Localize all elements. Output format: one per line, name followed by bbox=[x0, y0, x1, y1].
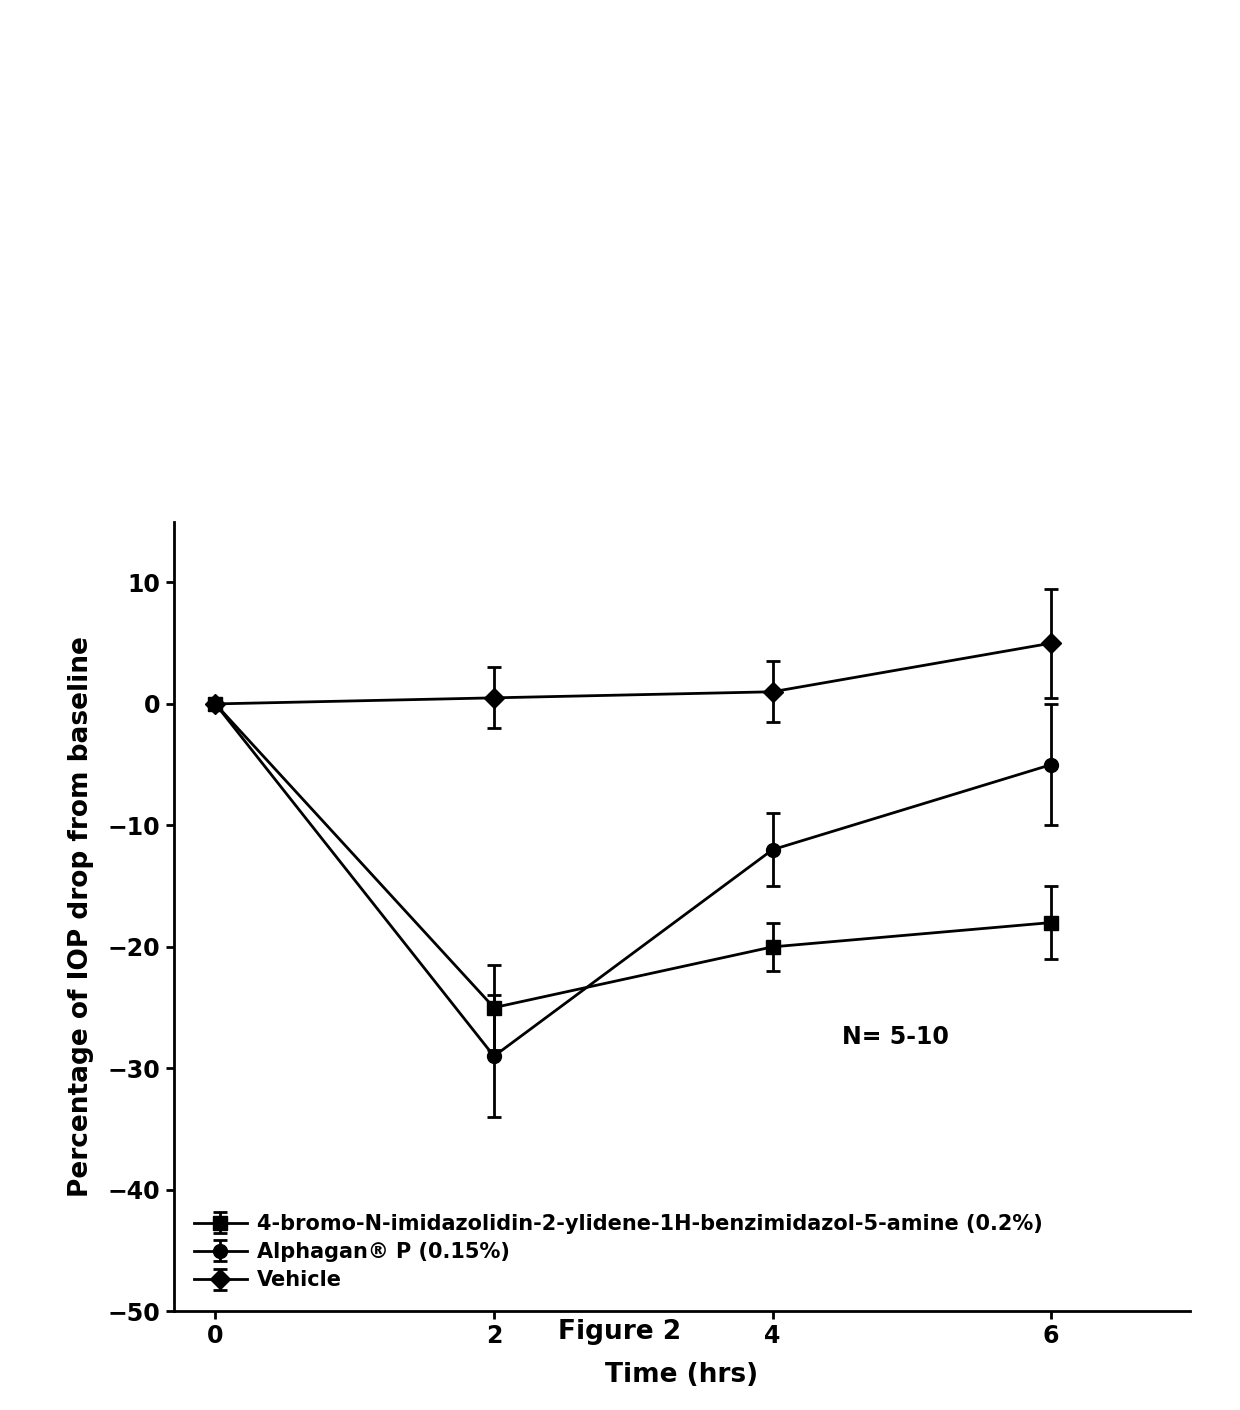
Text: Figure 2: Figure 2 bbox=[558, 1320, 682, 1345]
Text: N= 5-10: N= 5-10 bbox=[842, 1025, 949, 1049]
Legend: 4-bromo-N-imidazolidin-2-ylidene-1H-benzimidazol-5-amine (0.2%), Alphagan® P (0.: 4-bromo-N-imidazolidin-2-ylidene-1H-benz… bbox=[184, 1203, 1053, 1301]
Y-axis label: Percentage of IOP drop from baseline: Percentage of IOP drop from baseline bbox=[68, 636, 94, 1197]
X-axis label: Time (hrs): Time (hrs) bbox=[605, 1362, 759, 1389]
